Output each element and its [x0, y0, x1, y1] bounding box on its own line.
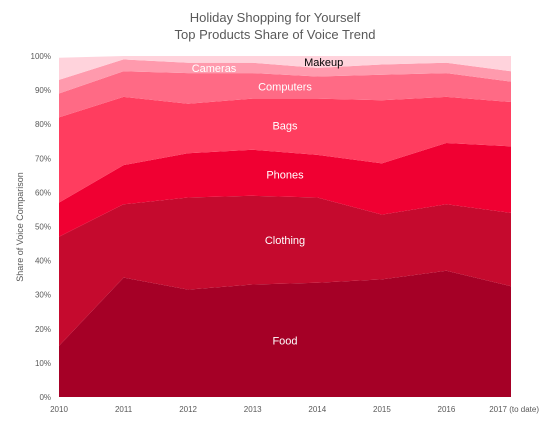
series-label-bags: Bags — [272, 121, 298, 133]
y-axis-ticks: 0% 10% 20% 30% 40% 50% 60% 70% 80% 90% 100% — [31, 52, 51, 402]
y-tick-label: 60% — [35, 188, 51, 197]
area-makeup — [59, 56, 511, 80]
series-label-phones: Phones — [266, 170, 304, 182]
y-tick-label: 30% — [35, 291, 51, 300]
area-bags — [59, 96, 511, 203]
y-tick-label: 90% — [35, 86, 51, 95]
x-tick-label: 2016 — [438, 405, 456, 414]
y-tick-label: 100% — [31, 52, 51, 61]
x-tick-label: 2014 — [308, 405, 326, 414]
series-label-computers: Computers — [258, 82, 312, 94]
x-tick-label: 2017 (to date) — [489, 405, 539, 414]
area-food — [59, 270, 511, 397]
chart-subtitle: Top Products Share of Voice Trend — [174, 27, 376, 42]
series-labels: Food Clothing Phones Bags Computers Cameras Ma… — [192, 57, 344, 347]
series-label-makeup: Makeup — [304, 57, 343, 69]
area-clothing — [59, 195, 511, 346]
area-layers — [59, 56, 511, 397]
y-axis-label: Share of Voice Comparison — [15, 172, 25, 282]
y-tick-label: 70% — [35, 154, 51, 163]
x-tick-label: 2013 — [244, 405, 262, 414]
y-tick-label: 80% — [35, 120, 51, 129]
y-tick-label: 0% — [39, 393, 51, 402]
x-tick-label: 2010 — [50, 405, 68, 414]
area-phones — [59, 143, 511, 237]
y-tick-label: 40% — [35, 257, 51, 266]
y-tick-label: 50% — [35, 223, 51, 232]
x-tick-label: 2011 — [115, 405, 133, 414]
series-label-food: Food — [272, 335, 297, 347]
area-computers — [59, 71, 511, 118]
area-cameras — [59, 59, 511, 94]
series-label-clothing: Clothing — [265, 235, 305, 247]
chart-title: Holiday Shopping for Yourself — [189, 10, 361, 25]
x-axis-ticks: 2010 2011 2012 2013 2014 2015 2016 2017 (to dat… — [50, 405, 539, 414]
y-tick-label: 10% — [35, 359, 51, 368]
x-tick-label: 2012 — [179, 405, 197, 414]
x-tick-label: 2015 — [373, 405, 391, 414]
series-label-cameras: Cameras — [192, 63, 237, 75]
y-tick-label: 20% — [35, 325, 51, 334]
